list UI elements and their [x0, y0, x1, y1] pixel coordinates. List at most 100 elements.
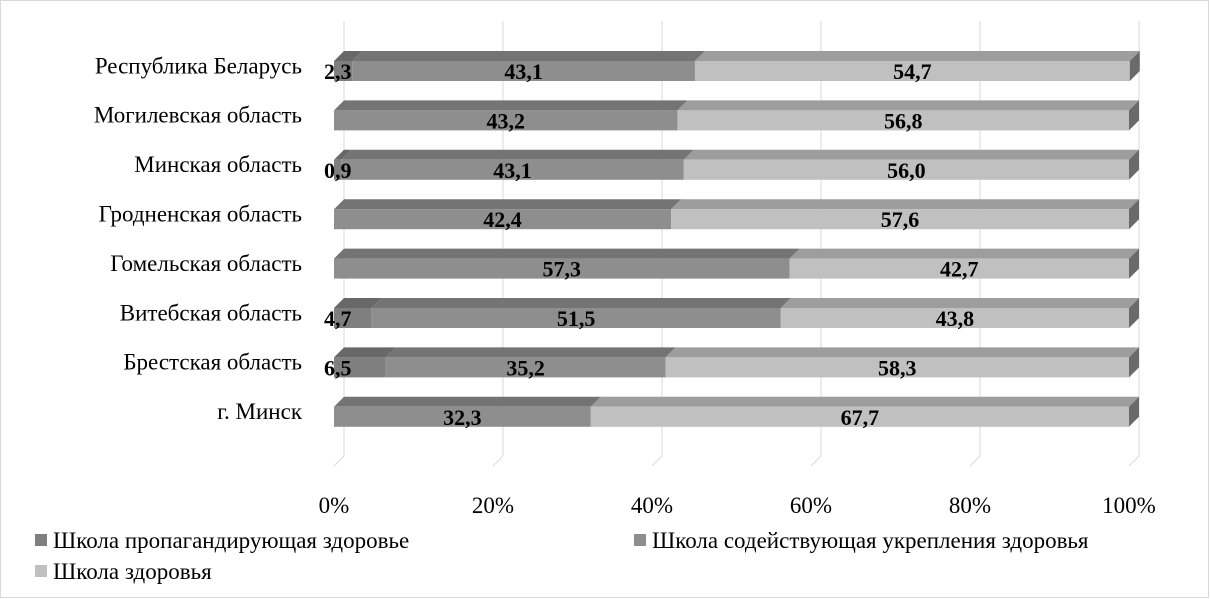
bar-segment — [385, 357, 666, 378]
legend-entry: Школа содействующая укрепления здоровья — [652, 528, 1089, 553]
grid-lines — [333, 21, 1140, 467]
legend-swatch — [634, 534, 646, 546]
bar-top — [334, 248, 800, 259]
legend-entry: Школа здоровья — [53, 559, 212, 584]
bars-group — [334, 51, 1140, 427]
data-label: 58,3 — [878, 355, 917, 380]
bar-segment — [334, 209, 672, 230]
bar-side — [1129, 347, 1139, 378]
category-label: Могилевская область — [94, 103, 302, 128]
bar-top — [677, 100, 1139, 111]
bar-segment — [341, 159, 684, 180]
data-label: 32,3 — [443, 405, 482, 430]
bar-top — [334, 347, 396, 358]
bar-top — [671, 199, 1139, 210]
bar-top — [334, 149, 352, 160]
x-tick-label: 100% — [1102, 493, 1156, 518]
bar-top — [334, 396, 601, 407]
bar-top — [385, 347, 676, 358]
data-label: 54,7 — [893, 59, 932, 84]
bar-top — [590, 396, 1139, 407]
bar-segment — [371, 308, 781, 328]
data-label: 43,1 — [493, 158, 532, 183]
bar-side — [1129, 51, 1140, 81]
bar-segment — [677, 110, 1129, 131]
bar-segment — [789, 258, 1129, 279]
category-label: Минская область — [134, 152, 302, 177]
data-label: 42,7 — [940, 257, 979, 282]
x-axis-ticks: 0% 20% 40% 60% 80% 100% — [319, 493, 1156, 518]
category-label: г. Минск — [217, 399, 303, 424]
data-label: 0,9 — [324, 158, 352, 183]
data-label: 35,2 — [506, 355, 545, 380]
data-label: 43,8 — [936, 306, 975, 331]
bar-side — [1129, 199, 1139, 230]
category-label: Витебская область — [120, 300, 302, 325]
gridline-floor — [1128, 455, 1140, 467]
legend: Школа пропагандирующая здоровье Школа сод… — [35, 528, 1089, 584]
gridline-floor — [492, 455, 504, 467]
bar-top — [334, 51, 363, 61]
category-labels: Республика Беларусь Могилевская область Ми… — [94, 53, 303, 424]
legend-swatch — [35, 534, 47, 546]
bar-segment — [665, 357, 1129, 378]
data-label: 57,3 — [543, 257, 582, 282]
data-label: 67,7 — [841, 405, 880, 430]
data-label: 51,5 — [557, 306, 596, 331]
legend-swatch — [35, 565, 47, 577]
bar-top — [341, 149, 694, 160]
bar-side — [1129, 149, 1139, 180]
x-tick-label: 20% — [472, 493, 514, 518]
bar-segment — [334, 258, 790, 279]
value-labels: 2,3 43,1 54,7 43,2 56,8 0,9 43,1 56,0 42,4 57,6 57… — [324, 59, 979, 430]
bar-top — [352, 51, 705, 61]
bar-top — [371, 298, 791, 308]
bar-top — [334, 100, 688, 111]
x-tick-label: 40% — [631, 493, 673, 518]
x-tick-label: 80% — [949, 493, 991, 518]
gridline-floor — [969, 455, 981, 467]
bar-segment — [334, 110, 678, 131]
bar-segment — [352, 61, 695, 81]
bar-top — [780, 298, 1139, 308]
bar-side — [1129, 396, 1139, 427]
bar-side — [1129, 248, 1139, 279]
bar-segment — [671, 209, 1129, 230]
gridline-floor — [651, 455, 663, 467]
bar-segment — [694, 61, 1130, 81]
gridline-floor — [810, 455, 822, 467]
bar-side — [1129, 100, 1139, 131]
bar-segment — [334, 308, 372, 328]
data-label: 43,1 — [504, 59, 543, 84]
category-label: Гомельская область — [110, 251, 302, 276]
data-label: 57,6 — [881, 207, 920, 232]
x-tick-label: 60% — [790, 493, 832, 518]
gridline-floor — [333, 455, 345, 467]
x-tick-label: 0% — [319, 493, 350, 518]
bar-top — [683, 149, 1139, 160]
data-label: 4,7 — [324, 306, 352, 331]
data-label: 56,8 — [884, 108, 923, 133]
bar-segment — [334, 357, 386, 378]
category-label: Брестская область — [123, 350, 302, 375]
category-label: Гродненская область — [99, 201, 302, 226]
bar-top — [694, 51, 1140, 61]
bar-segment — [590, 406, 1129, 427]
bar-segment — [334, 159, 342, 180]
bar-top — [334, 199, 682, 210]
data-label: 2,3 — [324, 59, 352, 84]
data-label: 56,0 — [887, 158, 926, 183]
bar-segment — [334, 61, 353, 81]
bar-top — [665, 347, 1139, 358]
bar-segment — [334, 406, 591, 427]
data-label: 6,5 — [324, 355, 352, 380]
data-label: 43,2 — [486, 108, 525, 133]
bar-segment — [683, 159, 1129, 180]
legend-entry: Школа пропагандирующая здоровье — [53, 528, 409, 553]
bar-top — [789, 248, 1139, 259]
category-label: Республика Беларусь — [95, 53, 302, 78]
bar-side — [1129, 298, 1139, 328]
bar-top — [334, 298, 382, 308]
